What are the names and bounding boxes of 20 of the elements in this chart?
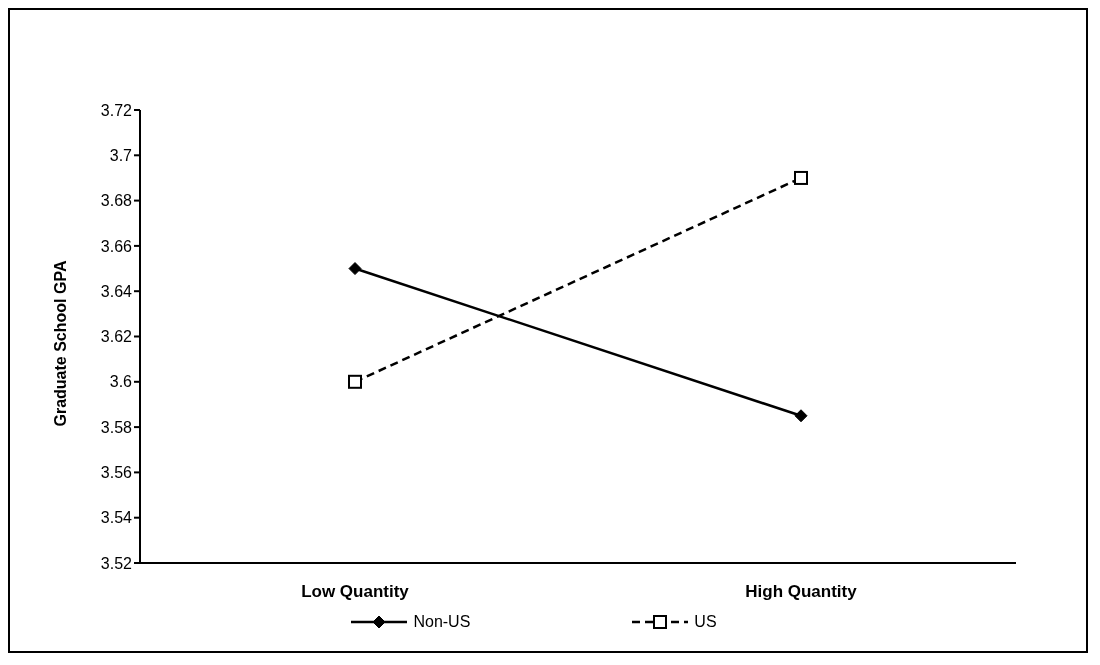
y-axis-title: Graduate School GPA xyxy=(51,260,69,427)
legend-label: Non-US xyxy=(413,613,471,631)
y-tick-label: 3.56 xyxy=(100,464,133,482)
point xyxy=(348,374,362,389)
y-tick-label: 3.58 xyxy=(100,418,133,436)
y-tick-label: 3.64 xyxy=(100,282,133,300)
point xyxy=(348,262,362,276)
y-tick-label: 3.66 xyxy=(100,237,133,255)
x-tick-label: High Quantity xyxy=(745,582,858,602)
y-tick-label: 3.62 xyxy=(100,328,133,346)
y-tick-label: 3.52 xyxy=(100,554,133,572)
y-tick-label: 3.54 xyxy=(100,509,133,527)
x-tick-label: Low Quantity xyxy=(301,582,410,602)
point xyxy=(794,409,808,423)
point xyxy=(794,170,808,185)
y-tick-label: 3.6 xyxy=(109,373,133,391)
y-tick-label: 3.68 xyxy=(100,192,133,210)
y-tick-label: 3.72 xyxy=(100,101,133,119)
legend-label: US xyxy=(694,613,717,631)
y-tick-label: 3.7 xyxy=(109,146,133,164)
